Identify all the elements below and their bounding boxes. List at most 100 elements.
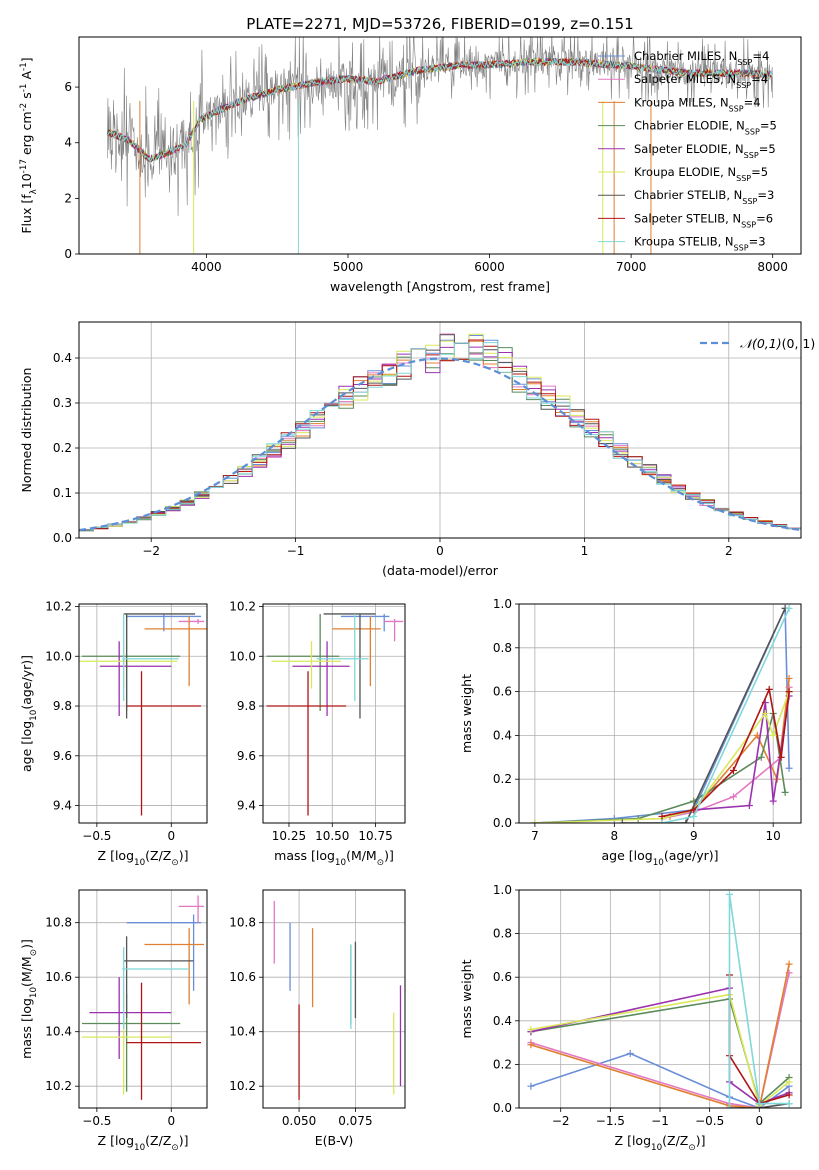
y-tick-label: 10.2 — [45, 599, 72, 613]
x-tick-label: −1.5 — [596, 1114, 625, 1128]
weight-point-marker — [785, 688, 793, 696]
legend-label: Salpeter ELODIE, NSSP=5 — [634, 142, 776, 160]
errorbar-point — [126, 914, 202, 991]
weight-point-marker — [777, 753, 785, 761]
x-axis-label: Z [log10(Z/Z⊙)] — [615, 1133, 706, 1153]
y-tick-label: 10.2 — [45, 1079, 72, 1093]
panel-age-vs-Z: −0.5 0 9.4 9.6 9.8 10.0 10.2 Z [log10(Z/Z⊙)] age… — [19, 599, 208, 868]
weight-point-marker — [682, 819, 690, 823]
y-tick-label: 0.4 — [493, 728, 512, 742]
y-tick-label: 10.0 — [229, 649, 256, 663]
weight-point-marker — [785, 674, 793, 682]
normal-reference-curve — [79, 357, 801, 532]
weight-point-marker — [527, 1026, 535, 1034]
x-tick-label: −0.5 — [82, 1114, 111, 1128]
y-tick-label: 0.1 — [53, 486, 72, 500]
y-axis-label: age [log10(age/yr)] — [19, 655, 39, 772]
weight-point-marker — [761, 710, 769, 717]
x-tick-label: 0 — [167, 829, 175, 843]
x-axis-label: mass [log10(M/M⊙)] — [274, 848, 394, 868]
y-tick-label: 9.6 — [53, 749, 72, 763]
y-tick-label: 10.8 — [229, 916, 256, 930]
y-tick-label: 9.8 — [53, 699, 72, 713]
x-tick-label: 0 — [167, 1114, 175, 1128]
axes-frame — [262, 603, 406, 824]
y-axis-label: mass weight — [459, 959, 474, 1038]
y-tick-label: 10.6 — [229, 970, 256, 984]
weight-point-marker — [769, 731, 777, 739]
errorbar-point — [332, 616, 381, 687]
weight-point-marker — [658, 812, 666, 820]
weight-point-marker — [690, 812, 698, 820]
y-axis-label: mass weight — [459, 674, 474, 753]
errorbar-point — [123, 936, 194, 1019]
y-axis-label: mass [log10(M/M⊙)] — [19, 939, 39, 1059]
weight-series-line — [729, 1102, 790, 1108]
x-tick-label: 0 — [436, 544, 444, 558]
errorbar-point — [266, 613, 340, 712]
errorbar-point — [122, 613, 179, 702]
errorbar-plot-area — [273, 900, 402, 1100]
x-axis-label: age [log10(age/yr)] — [601, 848, 718, 868]
errorbar-point — [144, 616, 207, 687]
weight-point-marker — [757, 753, 765, 761]
y-tick-label: 9.8 — [237, 699, 256, 713]
x-tick-label: −1 — [651, 1114, 669, 1128]
weight-point-marker — [527, 1041, 535, 1049]
weight-point-marker — [745, 801, 753, 809]
weight-point-marker — [785, 1078, 793, 1086]
x-tick-label: 1 — [581, 544, 589, 558]
y-tick-label: 9.4 — [53, 799, 72, 813]
legend-label: 𝒩(0,1)(0, 1) — [740, 336, 815, 351]
errorbar-point — [292, 641, 350, 716]
panel-spectrum: 4000 5000 6000 7000 8000 0 2 4 6 wavelength [Angs… — [19, 36, 802, 294]
weight-point-marker — [531, 819, 539, 823]
y-axis-label: Flux [fλ10-17 erg cm-2 s-1 A-1] — [19, 57, 39, 233]
x-tick-label: 8000 — [757, 260, 788, 274]
legend-label: Kroupa STELIB, NSSP=3 — [634, 235, 766, 253]
y-tick-label: 6 — [64, 80, 72, 94]
x-tick-label: −0.5 — [82, 829, 111, 843]
y-tick-label: 10.0 — [45, 649, 72, 663]
x-tick-label: 7 — [531, 829, 539, 843]
y-tick-label: 1.0 — [493, 597, 512, 611]
y-tick-label: 0.2 — [493, 772, 512, 786]
x-tick-label: 6000 — [474, 260, 505, 274]
x-tick-label: −0.5 — [695, 1114, 724, 1128]
y-tick-label: 0.2 — [493, 1057, 512, 1071]
y-tick-label: 10.4 — [45, 1025, 72, 1039]
errorbar-point — [323, 613, 376, 719]
x-tick-label: 9 — [690, 829, 698, 843]
x-tick-label: 10.50 — [315, 829, 349, 843]
weight-point-marker — [781, 788, 789, 796]
errorbar-point — [99, 641, 172, 716]
weight-point-marker — [618, 819, 626, 823]
y-tick-label: 0 — [64, 247, 72, 261]
errorbar-point — [122, 947, 190, 1029]
errorbar-plot-area — [79, 613, 207, 816]
errorbar-point — [144, 928, 205, 1005]
y-tick-label: 10.2 — [229, 1079, 256, 1093]
errorbar-point — [384, 618, 404, 642]
errorbar-point — [271, 641, 341, 689]
errorbar-point — [178, 618, 205, 624]
weight-point-marker — [626, 1050, 634, 1057]
errorbar-point — [79, 641, 178, 689]
y-tick-label: 0.8 — [493, 927, 512, 941]
panel-residuals: −2 −1 0 1 2 0.0 0.1 0.2 0.3 0.4 (data-model)/error… — [19, 321, 815, 578]
errorbar-point — [340, 613, 390, 632]
y-tick-label: 9.4 — [237, 799, 256, 813]
weight-series-line — [728, 894, 790, 1108]
histogram-step — [79, 342, 801, 533]
errorbar-plot-area — [81, 895, 205, 1100]
x-tick-label: 0.075 — [338, 1114, 372, 1128]
axes-frame — [78, 603, 208, 824]
spectrum-data-line — [107, 37, 773, 216]
x-axis-label: Z [log10(Z/Z⊙)] — [98, 848, 189, 868]
spectrum-legend: Chabrier MILES, NSSP=4 Salpeter MILES, NS… — [598, 49, 777, 252]
weight-point-marker — [726, 890, 734, 898]
weight-point-marker — [755, 1100, 763, 1108]
weight-point-marker — [769, 797, 777, 805]
weight-point-marker — [765, 685, 773, 693]
